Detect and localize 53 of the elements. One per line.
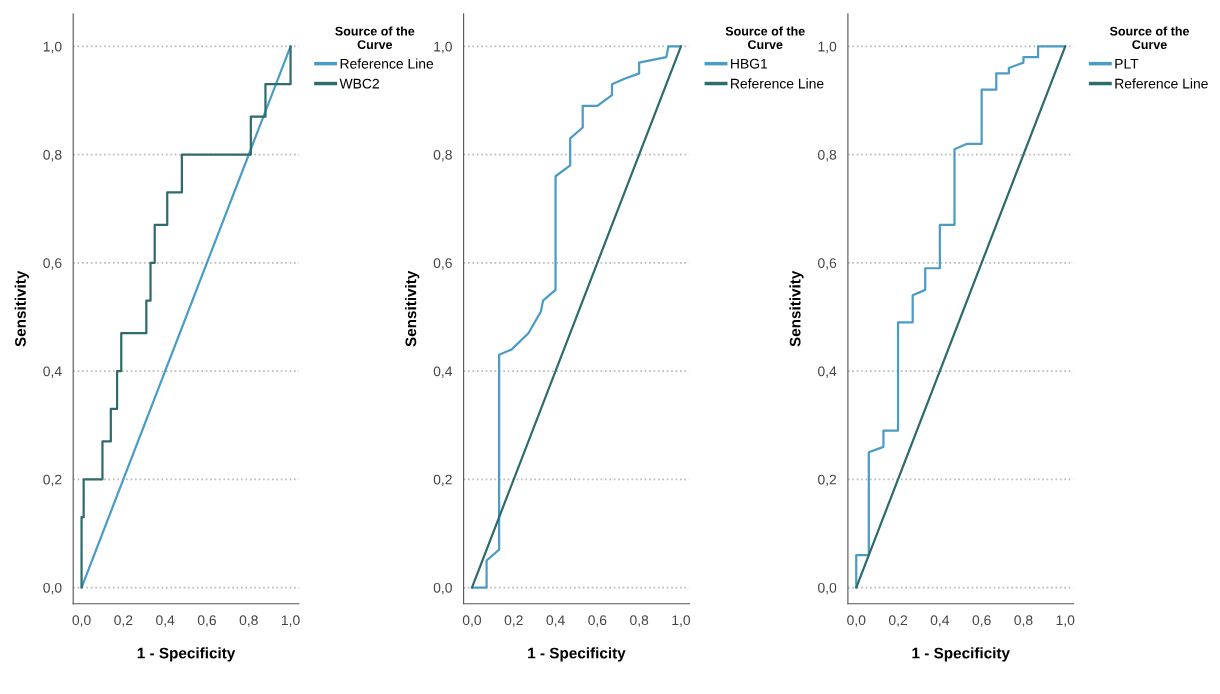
y-tick-label: 0,4 [43, 366, 62, 378]
y-axis-title: Sensitivity [14, 270, 29, 347]
legend-label: Reference Line [1115, 78, 1208, 89]
x-tick-label: 0,2 [504, 615, 523, 627]
x-tick-label: 0,8 [1014, 615, 1033, 627]
y-tick-label: 0,8 [433, 149, 452, 162]
y-tick-label: 0,4 [818, 366, 837, 378]
legend-label: WBC2 [339, 78, 379, 89]
y-tick-label: 0,0 [818, 582, 837, 595]
y-tick-label: 0,6 [818, 258, 837, 270]
line-series [855, 45, 1067, 589]
legend-label: PLT [1115, 58, 1139, 69]
x-tick-label: 0,8 [630, 615, 649, 627]
x-tick-label: 0,4 [930, 615, 950, 627]
x-tick-label: 0,2 [888, 615, 908, 627]
x-tick-label: 0,2 [114, 615, 133, 627]
y-tick-label: 0,2 [433, 474, 452, 487]
line-series [470, 45, 683, 589]
y-tick-label: 0,4 [433, 366, 453, 378]
x-tick-label: 0,6 [972, 615, 991, 627]
y-axis-title: Sensitivity [789, 270, 804, 347]
x-tick-label: 1,0 [281, 615, 300, 627]
x-tick-label: 1,0 [1056, 615, 1075, 627]
y-tick-label: 0,2 [43, 474, 62, 487]
legend-title: Source of the Curve [335, 26, 415, 50]
y-tick-label: 1,0 [43, 41, 62, 54]
x-tick-label: 0,6 [197, 615, 216, 627]
x-axis-title: 1 - Specificity [528, 647, 626, 662]
x-tick-label: 0,0 [847, 615, 866, 627]
y-axis-title: Sensitivity [405, 270, 420, 347]
legend-label: Reference Line [731, 78, 824, 89]
legend-title: Source of the Curve [1109, 26, 1190, 50]
x-axis-title: 1 - Specificity [137, 647, 236, 662]
legend-title: Source of the Curve [725, 26, 805, 50]
x-tick-label: 0,8 [239, 615, 258, 627]
y-tick-label: 1,0 [434, 41, 452, 54]
x-tick-label: 0,0 [462, 615, 482, 627]
x-tick-label: 0,0 [72, 615, 91, 627]
y-tick-label: 0,6 [433, 258, 452, 270]
x-tick-label: 0,6 [588, 615, 607, 627]
y-tick-label: 0,2 [818, 474, 837, 487]
y-tick-label: 0,0 [43, 582, 62, 595]
x-tick-label: 0,4 [156, 615, 175, 627]
x-tick-label: 1,0 [672, 615, 691, 627]
y-tick-label: 0,6 [43, 258, 62, 270]
y-tick-label: 0,8 [43, 149, 62, 162]
legend-label: Reference Line [340, 58, 434, 69]
x-axis-title: 1 - Specificity [912, 647, 1010, 662]
y-tick-label: 0,8 [818, 149, 837, 162]
x-tick-label: 0,4 [546, 615, 565, 627]
legend-label: HBG1 [731, 58, 768, 69]
y-tick-label: 1,0 [818, 41, 837, 54]
y-tick-label: 0,0 [433, 582, 452, 595]
